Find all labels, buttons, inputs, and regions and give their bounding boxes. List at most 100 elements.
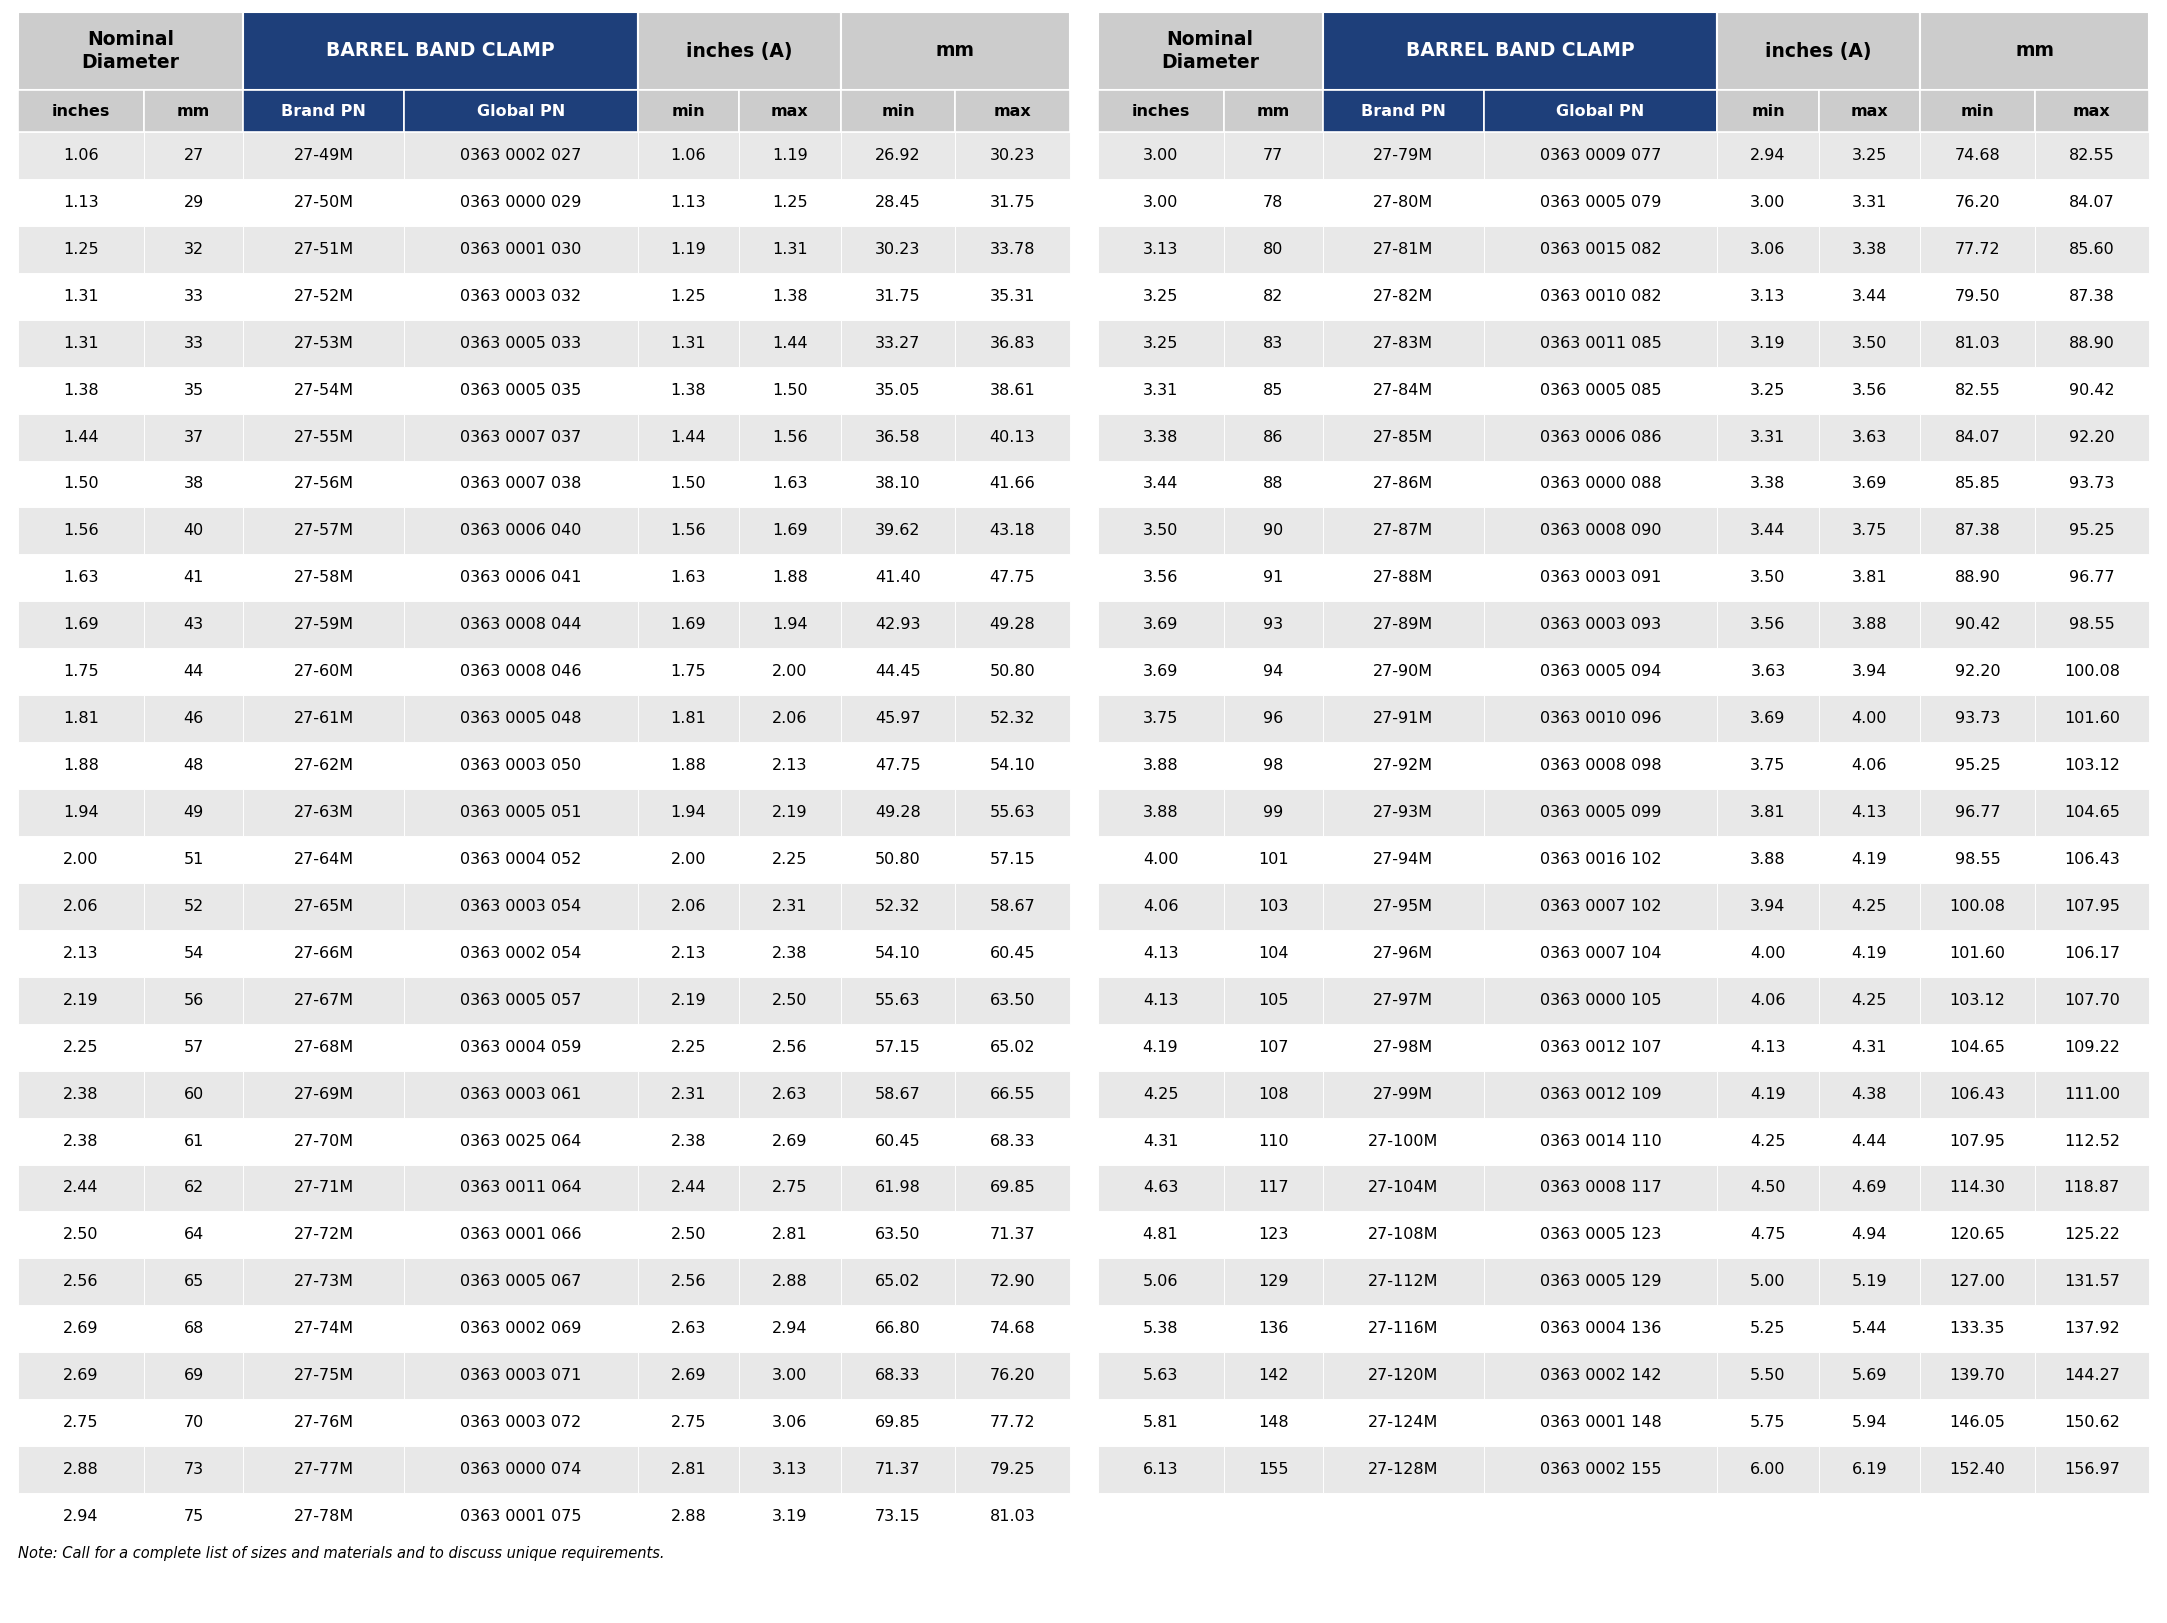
- Text: 0363 0006 086: 0363 0006 086: [1541, 430, 1662, 445]
- Bar: [1224, 836, 1322, 883]
- Bar: [1097, 930, 1224, 977]
- Bar: [1097, 320, 1224, 367]
- Bar: [841, 1305, 956, 1352]
- Text: 123: 123: [1259, 1227, 1289, 1243]
- Text: 3.00: 3.00: [1142, 148, 1179, 162]
- Text: 3.38: 3.38: [1853, 242, 1887, 256]
- Text: 4.25: 4.25: [1853, 899, 1887, 914]
- Bar: [17, 461, 143, 508]
- Bar: [1322, 89, 1484, 131]
- Bar: [243, 367, 405, 414]
- Text: 2.25: 2.25: [771, 852, 808, 867]
- Bar: [405, 1071, 637, 1118]
- Text: 0363 0005 099: 0363 0005 099: [1541, 805, 1662, 820]
- Bar: [637, 226, 739, 273]
- Bar: [143, 131, 243, 179]
- Text: 27-51M: 27-51M: [295, 242, 353, 256]
- Text: 65.02: 65.02: [990, 1040, 1036, 1055]
- Text: 0363 0001 030: 0363 0001 030: [459, 242, 581, 256]
- Text: 76.20: 76.20: [990, 1368, 1036, 1383]
- Bar: [1716, 461, 1818, 508]
- Bar: [1920, 508, 2035, 555]
- Bar: [1920, 1352, 2035, 1399]
- Text: 0363 0005 035: 0363 0005 035: [459, 383, 581, 398]
- Bar: [2035, 1118, 2150, 1165]
- Text: 0363 0006 041: 0363 0006 041: [459, 570, 581, 586]
- Bar: [1920, 131, 2035, 179]
- Text: 68: 68: [184, 1321, 204, 1336]
- Bar: [1097, 461, 1224, 508]
- Bar: [739, 1258, 841, 1305]
- Text: 2.13: 2.13: [771, 758, 808, 773]
- Bar: [1224, 789, 1322, 836]
- Text: 3.44: 3.44: [1751, 524, 1786, 539]
- Text: 6.00: 6.00: [1751, 1462, 1786, 1477]
- Text: 27-56M: 27-56M: [295, 477, 353, 492]
- Bar: [1920, 789, 2035, 836]
- Bar: [956, 930, 1070, 977]
- Text: 61: 61: [184, 1133, 204, 1149]
- Text: 2.00: 2.00: [672, 852, 706, 867]
- Bar: [1224, 977, 1322, 1024]
- Text: 88.90: 88.90: [2069, 336, 2115, 351]
- Bar: [405, 1493, 637, 1540]
- Text: 125.22: 125.22: [2063, 1227, 2119, 1243]
- Bar: [143, 977, 243, 1024]
- Bar: [1484, 977, 1716, 1024]
- Bar: [739, 1211, 841, 1258]
- Bar: [243, 1211, 405, 1258]
- Text: 1.31: 1.31: [670, 336, 706, 351]
- Text: 2.25: 2.25: [672, 1040, 706, 1055]
- Text: 38: 38: [184, 477, 204, 492]
- Text: 3.13: 3.13: [1751, 289, 1786, 304]
- Bar: [1097, 1024, 1224, 1071]
- Bar: [1097, 648, 1224, 695]
- Bar: [405, 1165, 637, 1211]
- Text: 1.50: 1.50: [771, 383, 808, 398]
- Text: 1.38: 1.38: [670, 383, 706, 398]
- Text: 1.69: 1.69: [63, 617, 100, 633]
- Bar: [637, 555, 739, 602]
- Text: 5.75: 5.75: [1751, 1415, 1786, 1430]
- Bar: [841, 1165, 956, 1211]
- Text: 27-128M: 27-128M: [1367, 1462, 1439, 1477]
- Text: 35.05: 35.05: [875, 383, 921, 398]
- Text: 0363 0005 094: 0363 0005 094: [1541, 664, 1662, 680]
- Text: 4.00: 4.00: [1142, 852, 1179, 867]
- Text: 90: 90: [1263, 524, 1283, 539]
- Bar: [956, 1024, 1070, 1071]
- Text: 95.25: 95.25: [1955, 758, 2000, 773]
- Bar: [1097, 1352, 1224, 1399]
- Bar: [1484, 226, 1716, 273]
- Text: 92.20: 92.20: [1955, 664, 2000, 680]
- Bar: [143, 789, 243, 836]
- Bar: [841, 695, 956, 742]
- Text: 2.00: 2.00: [63, 852, 100, 867]
- Text: 1.31: 1.31: [63, 336, 100, 351]
- Text: 0363 0005 057: 0363 0005 057: [459, 993, 581, 1008]
- Bar: [2035, 742, 2150, 789]
- Bar: [956, 320, 1070, 367]
- Text: 3.06: 3.06: [1751, 242, 1786, 256]
- Text: 3.75: 3.75: [1142, 711, 1179, 725]
- Bar: [1484, 648, 1716, 695]
- Text: 5.69: 5.69: [1853, 1368, 1887, 1383]
- Text: 31.75: 31.75: [990, 195, 1036, 209]
- Bar: [2035, 930, 2150, 977]
- Bar: [1818, 131, 1920, 179]
- Bar: [1818, 1024, 1920, 1071]
- Text: 63.50: 63.50: [875, 1227, 921, 1243]
- Text: 36.83: 36.83: [990, 336, 1036, 351]
- Text: 110: 110: [1257, 1133, 1289, 1149]
- Bar: [739, 1165, 841, 1211]
- Text: 0363 0005 129: 0363 0005 129: [1541, 1274, 1662, 1289]
- Bar: [956, 1165, 1070, 1211]
- Text: 63.50: 63.50: [990, 993, 1036, 1008]
- Text: 4.38: 4.38: [1853, 1087, 1887, 1102]
- Text: 52: 52: [184, 899, 204, 914]
- Bar: [405, 1399, 637, 1446]
- Text: 1.63: 1.63: [63, 570, 100, 586]
- Bar: [1484, 1258, 1716, 1305]
- Text: 2.13: 2.13: [63, 946, 100, 961]
- Text: 111.00: 111.00: [2063, 1087, 2119, 1102]
